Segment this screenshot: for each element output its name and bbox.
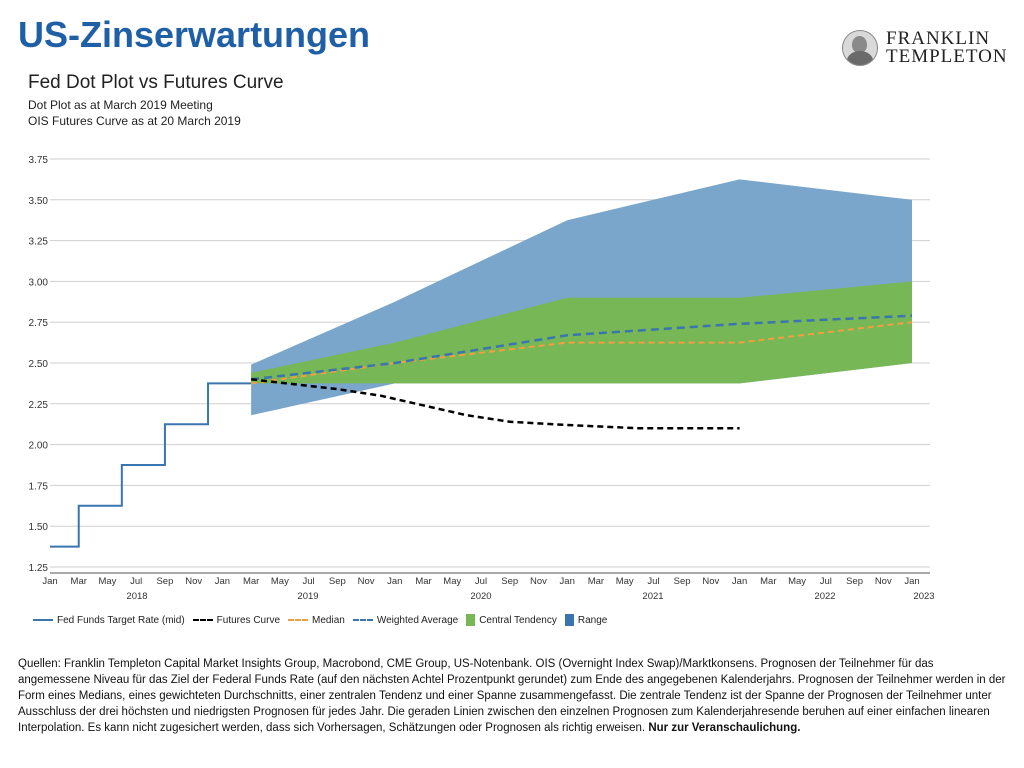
x-tick-label: Sep [674, 576, 691, 587]
x-tick-label: Jul [820, 576, 832, 587]
x-tick-label: Mar [243, 576, 259, 587]
legend-item-central: Central Tendency [466, 614, 557, 626]
x-tick-label: Jul [647, 576, 659, 587]
x-tick-label: Mar [415, 576, 431, 587]
footnote-bold: Nur zur Veranschaulichung. [648, 722, 801, 734]
y-tick-label: 1.50 [29, 522, 49, 533]
legend-label-weighted: Weighted Average [376, 614, 459, 626]
x-year-label: 2021 [642, 591, 663, 602]
legend-swatch-central [466, 614, 476, 626]
legend-item-futures: Futures Curve [192, 614, 281, 626]
y-tick-label: 3.75 [29, 155, 49, 166]
y-tick-label: 2.25 [29, 400, 49, 411]
y-tick-label: 3.25 [29, 237, 49, 248]
x-tick-label: Mar [588, 576, 604, 587]
x-tick-label: May [443, 576, 461, 587]
source-footnote: Quellen: Franklin Templeton Capital Mark… [18, 656, 1008, 736]
x-year-label: 2019 [297, 591, 318, 602]
central-tendency-band [251, 281, 913, 384]
chart-title: Fed Dot Plot vs Futures Curve [28, 72, 284, 93]
legend-swatch-futures [192, 619, 213, 621]
legend-swatch-fed-funds [33, 619, 53, 621]
x-tick-label: Mar [71, 576, 87, 587]
x-tick-label: Nov [875, 576, 892, 587]
x-tick-label: Nov [185, 576, 202, 587]
franklin-portrait-icon [842, 30, 878, 66]
x-tick-label: Jul [475, 576, 487, 587]
x-tick-label: Jul [303, 576, 315, 587]
x-tick-label: May [616, 576, 634, 587]
y-tick-label: 1.25 [29, 563, 49, 574]
x-tick-label: May [271, 576, 289, 587]
x-tick-label: Nov [358, 576, 375, 587]
x-tick-label: Jul [130, 576, 142, 587]
x-tick-label: May [98, 576, 116, 587]
legend-label-central: Central Tendency [479, 614, 557, 626]
legend-item-weighted: Weighted Average [352, 614, 459, 626]
x-tick-label: Sep [846, 576, 863, 587]
x-tick-label: Jan [215, 576, 230, 587]
x-tick-label: Jan [732, 576, 747, 587]
footnote-text: Quellen: Franklin Templeton Capital Mark… [18, 658, 1006, 734]
x-year-label: 2023 [913, 591, 934, 602]
fed-funds-step-line [50, 382, 252, 548]
futures-curve-line [250, 378, 740, 430]
x-tick-label: Sep [501, 576, 518, 587]
x-tick-label: Jan [42, 576, 57, 587]
logo-line-2: TEMPLETON [886, 46, 1008, 67]
x-tick-label: May [788, 576, 806, 587]
y-tick-label: 1.75 [29, 481, 49, 492]
legend-label-median: Median [312, 614, 345, 626]
legend-item-median: Median [288, 615, 345, 626]
logo-line-1: FRANKLIN [886, 28, 991, 49]
legend-swatch-range [564, 614, 574, 626]
x-tick-label: Sep [329, 576, 346, 587]
x-tick-label: Jan [904, 576, 919, 587]
legend-swatch-median [288, 619, 309, 621]
x-tick-label: Sep [156, 576, 173, 587]
x-tick-label: Mar [760, 576, 776, 587]
x-tick-label: Jan [387, 576, 402, 587]
y-tick-label: 2.50 [29, 359, 49, 370]
y-tick-label: 3.50 [29, 196, 49, 207]
x-year-label: 2018 [126, 591, 147, 602]
y-tick-label: 2.75 [29, 318, 49, 329]
chart-legend: Fed Funds Target Rate (mid) Futures Curv… [33, 614, 615, 626]
legend-swatch-weighted [352, 619, 373, 621]
x-tick-label: Nov [702, 576, 719, 587]
x-tick-label: Jan [560, 576, 575, 587]
legend-label-range: Range [577, 614, 608, 626]
legend-item-fed-funds: Fed Funds Target Rate (mid) [33, 615, 185, 626]
weighted-average-line [250, 314, 913, 381]
x-year-label: 2020 [470, 591, 491, 602]
legend-label-futures: Futures Curve [216, 614, 281, 626]
chart-subtitle-1: Dot Plot as at March 2019 Meeting [28, 98, 213, 112]
page-title: US-Zinserwartungen [18, 14, 371, 55]
x-tick-label: Nov [530, 576, 547, 587]
y-tick-label: 2.00 [29, 441, 49, 452]
x-year-label: 2022 [814, 591, 835, 602]
legend-item-range: Range [564, 614, 608, 626]
franklin-templeton-logo: FRANKLIN TEMPLETON [842, 28, 1012, 68]
legend-label-fed-funds: Fed Funds Target Rate (mid) [57, 614, 185, 626]
y-tick-label: 3.00 [29, 277, 49, 288]
chart-subtitle-2: OIS Futures Curve as at 20 March 2019 [28, 114, 241, 128]
